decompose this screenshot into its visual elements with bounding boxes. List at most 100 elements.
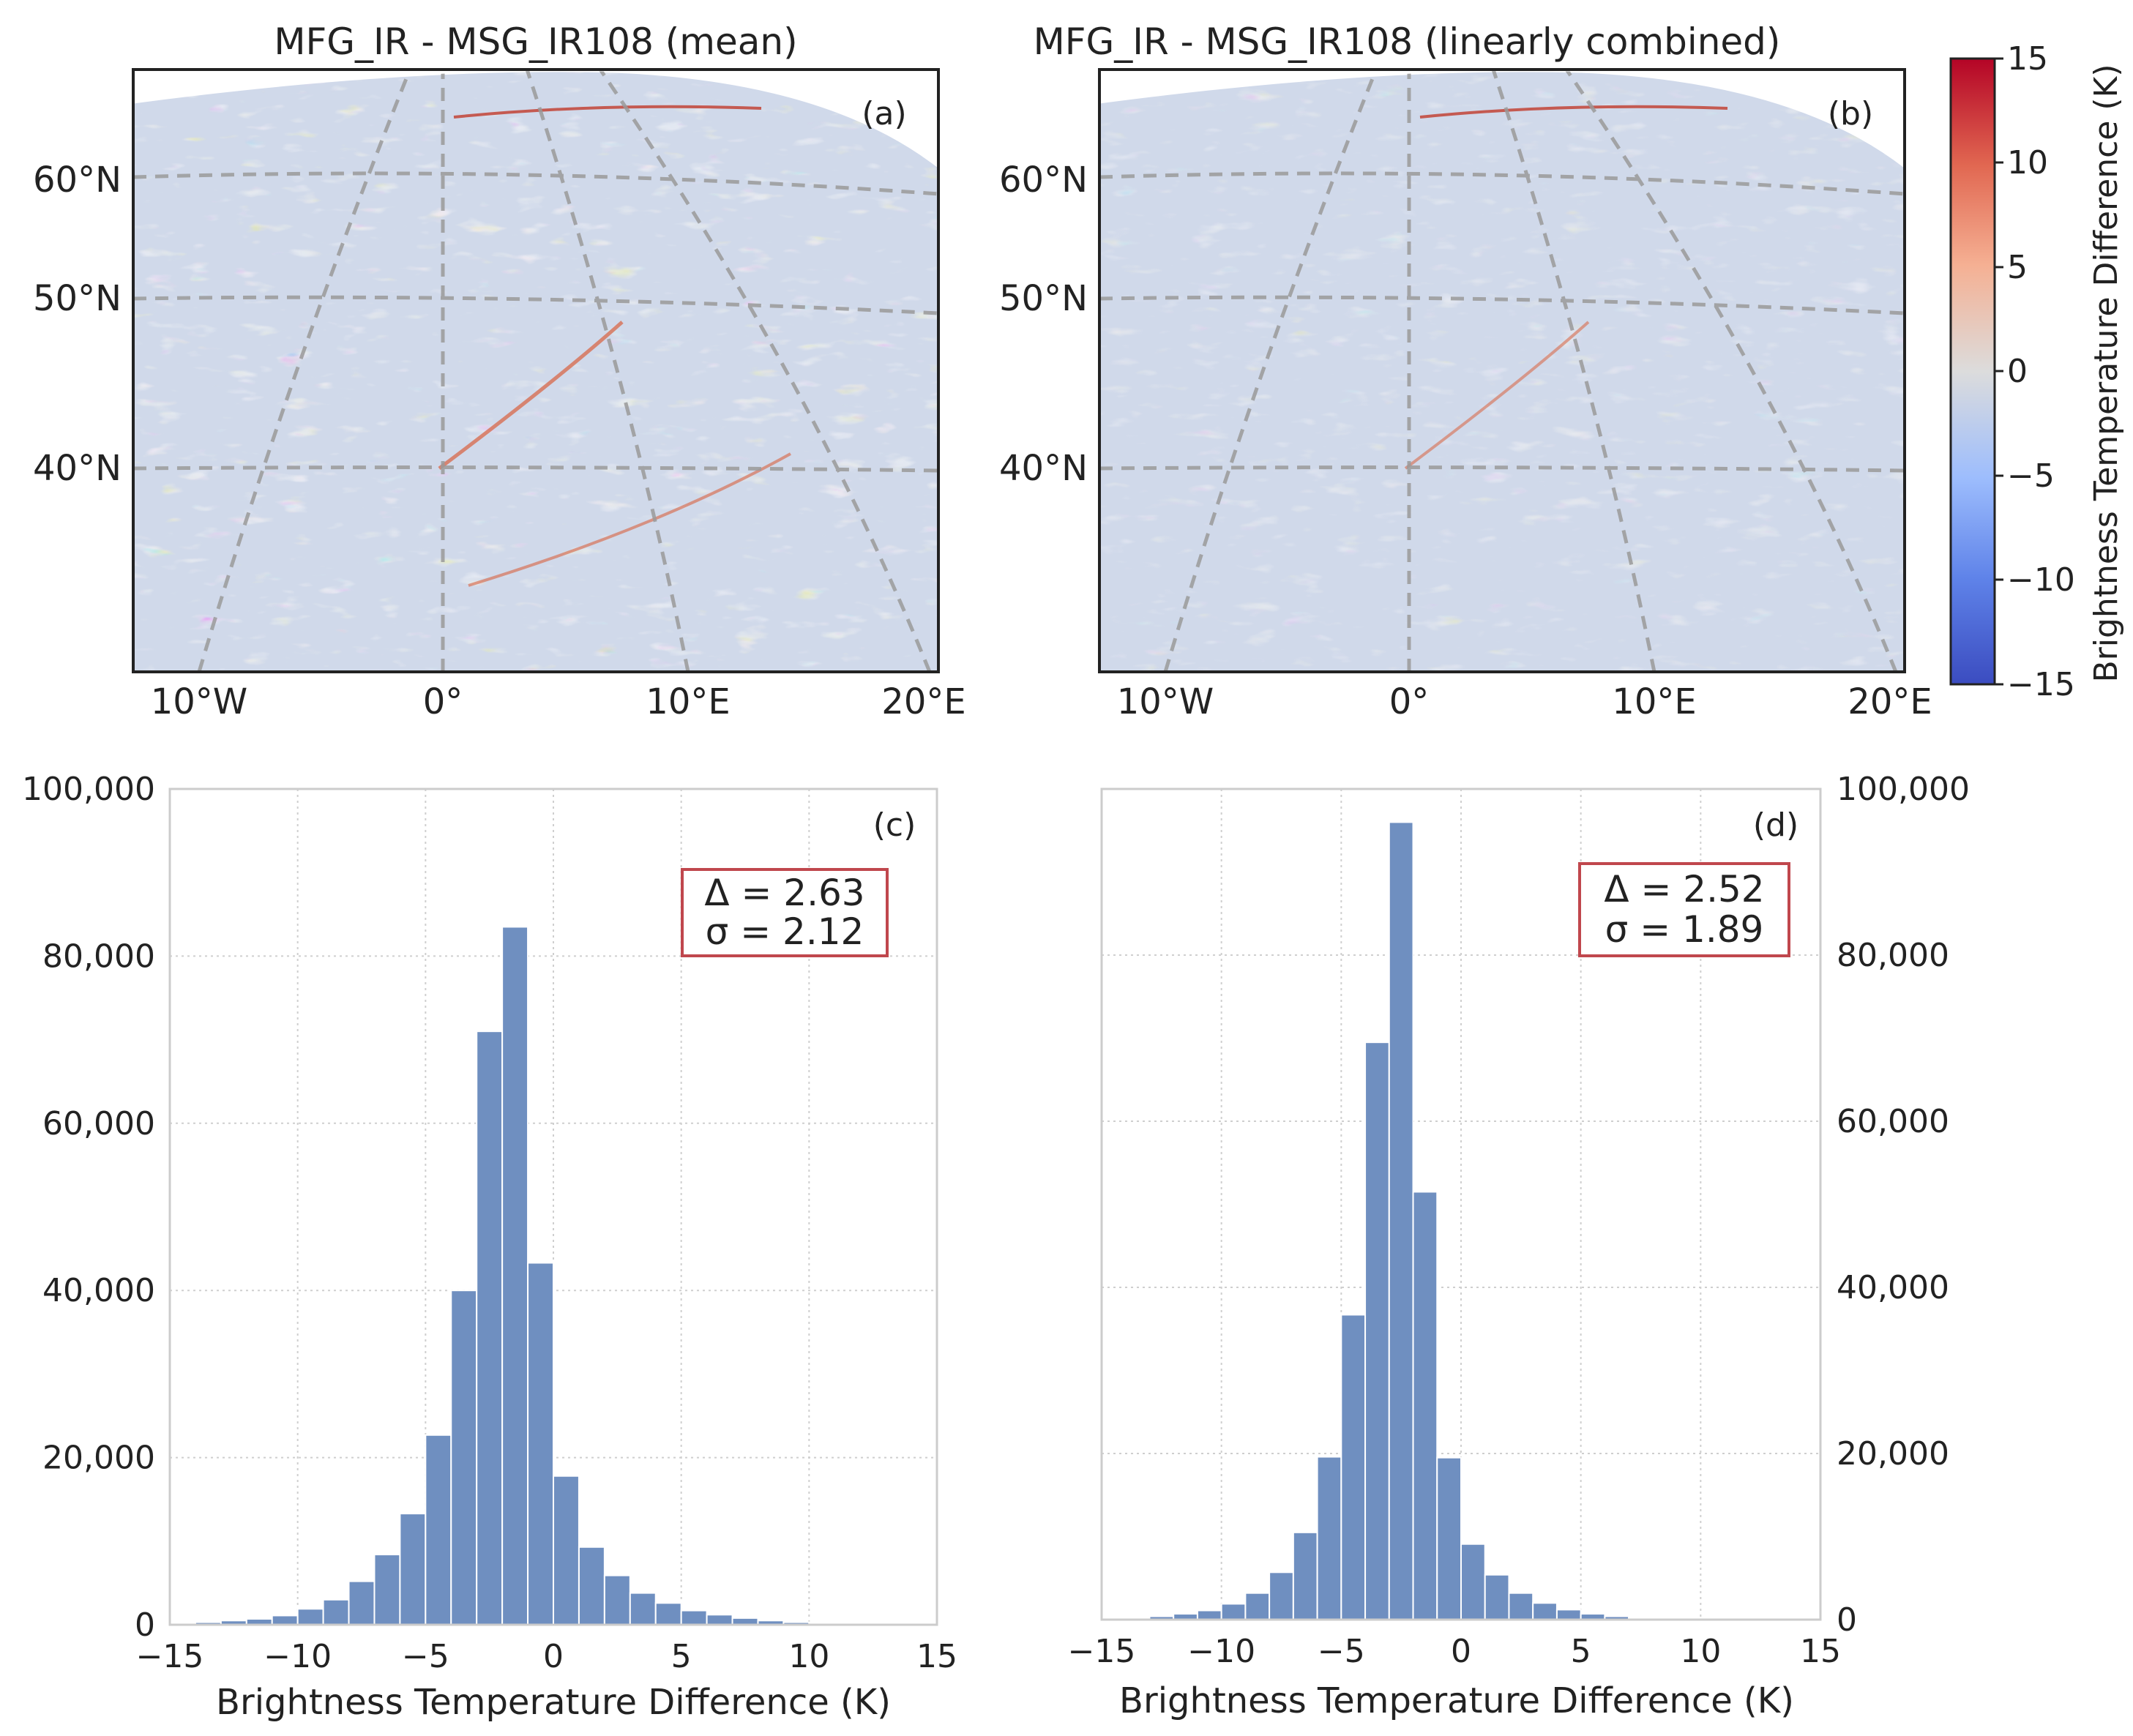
- map-title-b: MFG_IR - MSG_IR108 (linearly combined): [1034, 20, 1781, 63]
- histogram-bar: [1460, 1543, 1486, 1621]
- histogram-bar: [1412, 1191, 1438, 1620]
- stat-delta: Δ = 2.63: [704, 872, 864, 914]
- x-tick-label: −15: [1068, 1633, 1136, 1670]
- colorbar-tick: −10: [2007, 561, 2075, 599]
- map-gridlines-b: [1099, 70, 1905, 673]
- x-tick-label: 10: [788, 1638, 829, 1675]
- panel-label-a: (a): [862, 95, 906, 132]
- colorbar-tick: 15: [2007, 40, 2048, 78]
- histogram-bar: [425, 1434, 452, 1625]
- histogram-bar: [1388, 821, 1414, 1620]
- colorbar-label: Brightness Temperature Difference (K): [2088, 64, 2125, 682]
- histogram-c: (c) Δ = 2.63 σ = 2.12 0 20,000 40,000 60,00…: [22, 771, 957, 1723]
- histogram-bar: [1364, 1041, 1390, 1621]
- colorbar-tick: 0: [2007, 353, 2028, 390]
- histogram-bar: [399, 1513, 427, 1626]
- histogram-bar: [603, 1574, 631, 1626]
- x-tick-label: 0: [1451, 1633, 1471, 1670]
- histogram-bar: [1196, 1609, 1222, 1620]
- histogram-bar: [553, 1475, 580, 1625]
- y-tick-label: 80,000: [42, 938, 155, 975]
- histogram-bar: [1340, 1314, 1367, 1620]
- panel-label-c: (c): [873, 807, 916, 844]
- histogram-bar: [373, 1554, 401, 1626]
- panel-label-d: (d): [1753, 807, 1798, 844]
- stat-delta: Δ = 2.52: [1604, 868, 1764, 910]
- map-title-a: MFG_IR - MSG_IR108 (mean): [274, 20, 797, 63]
- y-tick-label: 40,000: [1837, 1269, 1949, 1306]
- histogram-bar: [654, 1602, 682, 1626]
- x-axis-label-c: Brightness Temperature Difference (K): [216, 1682, 891, 1723]
- lat-label: 60°N: [33, 160, 122, 201]
- histogram-bar: [1269, 1571, 1294, 1620]
- map-gridlines-a: [133, 70, 938, 673]
- y-tick-label: 80,000: [1837, 937, 1949, 974]
- histogram-bar: [450, 1290, 478, 1625]
- histogram-bar: [527, 1262, 554, 1626]
- y-tick-label: 60,000: [42, 1105, 155, 1142]
- histogram-bar: [348, 1580, 376, 1625]
- histogram-bar: [1292, 1531, 1318, 1620]
- lat-label: 40°N: [33, 448, 122, 489]
- y-tick-label: 100,000: [22, 771, 155, 808]
- x-tick-label: 10: [1680, 1633, 1721, 1670]
- histogram-bar: [1220, 1603, 1247, 1621]
- lon-label: 0°: [423, 681, 463, 722]
- y-tick-label: 20,000: [1837, 1435, 1949, 1473]
- panel-label-b: (b): [1828, 95, 1873, 132]
- histogram-bar: [1532, 1602, 1558, 1621]
- x-tick-label: −5: [1318, 1633, 1365, 1670]
- colorbar-tick: −5: [2007, 457, 2055, 495]
- stat-sigma: σ = 1.89: [1605, 908, 1764, 951]
- lon-label: 20°E: [1848, 681, 1932, 722]
- lat-label: 60°N: [999, 160, 1088, 201]
- map-field-a: [133, 70, 938, 672]
- colorbar-tick: 5: [2007, 249, 2028, 286]
- y-tick-label: 20,000: [42, 1440, 155, 1477]
- lat-label: 50°N: [33, 278, 122, 319]
- colorbar-gradient: [1949, 57, 1996, 686]
- x-tick-label: −10: [1187, 1633, 1255, 1670]
- histogram-bar: [271, 1615, 299, 1625]
- histogram-bar: [1316, 1456, 1342, 1621]
- histogram-bar: [680, 1609, 708, 1625]
- lon-label: 10°W: [1117, 681, 1214, 722]
- lat-label: 40°N: [999, 448, 1088, 489]
- x-tick-label: 5: [671, 1638, 692, 1675]
- map-field-b: [1099, 70, 1905, 672]
- x-tick-label: 0: [543, 1638, 564, 1675]
- lon-label: 10°E: [1612, 681, 1696, 722]
- histogram-bar: [1436, 1456, 1463, 1621]
- histogram-bar: [501, 926, 529, 1626]
- stats-box-c: Δ = 2.63 σ = 2.12: [681, 868, 889, 957]
- map-panel-a: MFG_IR - MSG_IR108 (mean) (a) 60°N 50°N …: [33, 20, 966, 722]
- stat-sigma: σ = 2.12: [706, 910, 864, 953]
- x-axis-label-d: Brightness Temperature Difference (K): [1119, 1680, 1794, 1721]
- lon-label: 10°E: [646, 681, 730, 722]
- y-tick-label: 60,000: [1837, 1103, 1949, 1140]
- y-tick-label: 40,000: [42, 1272, 155, 1309]
- histogram-bar: [476, 1030, 504, 1626]
- histogram-bar: [322, 1598, 350, 1625]
- plot-frame: [1100, 787, 1822, 1621]
- colorbar: 15 10 5 0 −5 −10 −15 Brightness Temperat…: [1949, 40, 2125, 703]
- histogram-bar: [706, 1614, 733, 1625]
- y-tick-label: 100,000: [1837, 771, 1970, 808]
- lon-label: 0°: [1389, 681, 1430, 722]
- map-panel-b: MFG_IR - MSG_IR108 (linearly combined) (…: [999, 20, 1932, 722]
- x-tick-label: −5: [402, 1638, 449, 1675]
- x-tick-label: 15: [1800, 1633, 1841, 1670]
- x-tick-label: −15: [136, 1638, 204, 1675]
- histogram-bar: [1484, 1574, 1510, 1620]
- x-tick-label: 5: [1571, 1633, 1591, 1670]
- y-tick-label: 0: [135, 1606, 155, 1644]
- stats-box-d: Δ = 2.52 σ = 1.89: [1578, 862, 1790, 957]
- histogram-bar: [578, 1546, 605, 1625]
- lat-label: 50°N: [999, 278, 1088, 319]
- x-tick-label: 15: [916, 1638, 957, 1675]
- x-tick-label: −10: [264, 1638, 332, 1675]
- histogram-bar: [1555, 1609, 1582, 1620]
- histogram-bar: [629, 1592, 657, 1626]
- colorbar-tick: 10: [2007, 144, 2048, 182]
